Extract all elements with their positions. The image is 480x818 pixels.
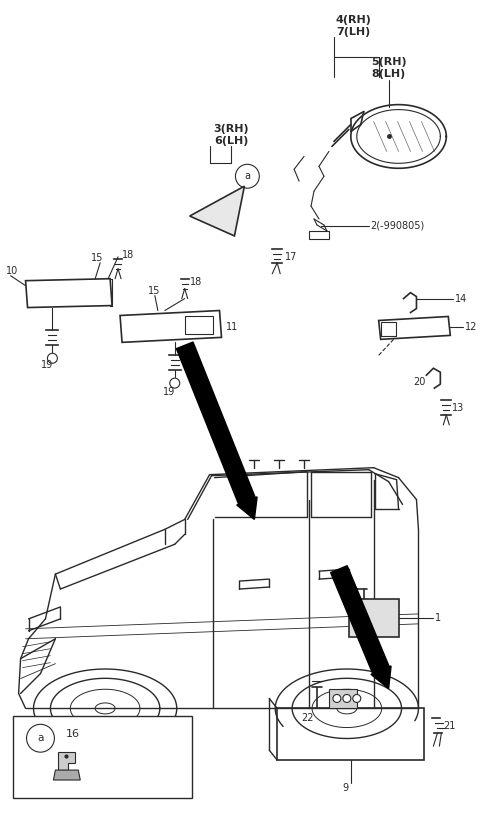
Polygon shape xyxy=(59,753,75,770)
Bar xyxy=(277,708,424,760)
Bar xyxy=(349,599,398,636)
Text: 12: 12 xyxy=(465,322,478,332)
Bar xyxy=(329,689,357,708)
Text: 20: 20 xyxy=(413,377,426,387)
Text: 3(RH): 3(RH) xyxy=(214,124,249,134)
Polygon shape xyxy=(120,311,221,343)
Text: 21: 21 xyxy=(444,721,456,731)
Text: 8(LH): 8(LH) xyxy=(372,69,406,79)
Text: 19: 19 xyxy=(40,360,53,371)
Circle shape xyxy=(333,694,341,703)
Polygon shape xyxy=(379,317,450,339)
Polygon shape xyxy=(53,770,80,780)
Text: 15: 15 xyxy=(91,253,103,263)
Bar xyxy=(309,231,329,239)
Circle shape xyxy=(235,164,259,188)
Polygon shape xyxy=(190,187,244,236)
Bar xyxy=(381,322,396,336)
Bar xyxy=(185,317,213,335)
Text: 13: 13 xyxy=(452,403,465,413)
Bar xyxy=(12,717,192,798)
Text: 2(-990805): 2(-990805) xyxy=(371,221,425,231)
Text: 4(RH): 4(RH) xyxy=(336,15,372,25)
Text: 7(LH): 7(LH) xyxy=(336,27,371,37)
Text: 18: 18 xyxy=(190,276,202,286)
Text: 15: 15 xyxy=(148,285,160,295)
Text: 18: 18 xyxy=(122,249,134,260)
Polygon shape xyxy=(25,279,112,308)
Text: 17: 17 xyxy=(285,252,298,262)
Text: 16: 16 xyxy=(65,730,79,739)
Text: 5(RH): 5(RH) xyxy=(371,57,407,67)
Text: 9: 9 xyxy=(343,783,349,793)
Text: 10: 10 xyxy=(6,266,18,276)
Text: 6(LH): 6(LH) xyxy=(214,137,249,146)
FancyArrow shape xyxy=(176,342,257,519)
Text: 14: 14 xyxy=(455,294,468,303)
FancyArrow shape xyxy=(331,566,391,689)
Text: a: a xyxy=(244,171,251,182)
Circle shape xyxy=(353,694,361,703)
Text: 22: 22 xyxy=(301,713,313,723)
Circle shape xyxy=(343,694,351,703)
Text: 11: 11 xyxy=(226,322,238,332)
Text: a: a xyxy=(37,733,44,744)
Text: 1: 1 xyxy=(435,613,442,622)
Text: 19: 19 xyxy=(163,387,175,397)
